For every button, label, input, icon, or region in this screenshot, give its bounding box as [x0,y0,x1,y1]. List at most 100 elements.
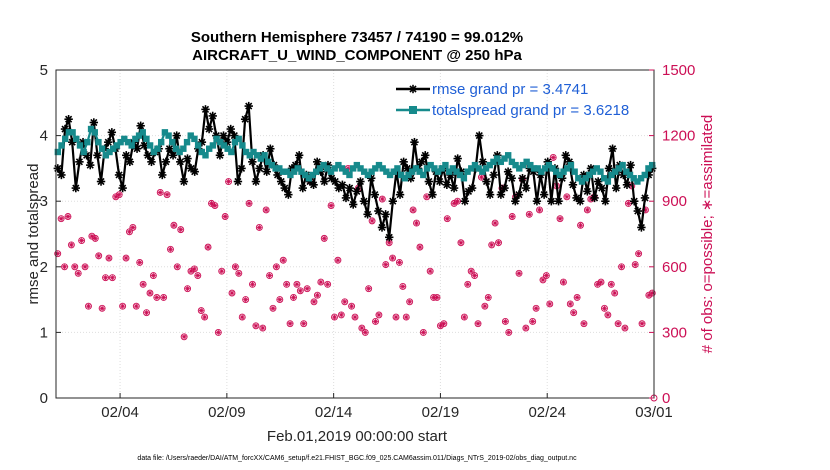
star-stroke [97,177,105,186]
totalspread-marker [158,138,165,146]
obs-assimilated-marker [376,312,382,318]
star-stroke [140,141,148,150]
rmse-marker [284,190,293,199]
star-stroke [612,184,620,192]
obs-assimilated-marker [137,260,143,265]
obs-possible-marker [126,228,133,236]
obs-possible-marker [231,263,239,271]
totalspread-marker [412,165,420,172]
rmse-marker [539,190,549,199]
totalspread-marker [327,168,335,175]
totalspread-marker [597,168,604,175]
rmse-marker [554,197,563,206]
totalspread-marker [357,165,364,172]
obs-assimilated-marker [191,266,197,272]
obs-assimilated-marker [369,218,375,224]
obs-assimilated-marker [571,310,577,316]
totalspread-marker [464,168,471,175]
asterisk-stroke [250,282,255,287]
obs-assimilated-marker [485,295,491,300]
obs-possible-marker [382,261,390,269]
obs-possible-marker [409,206,417,214]
obs-assimilated-marker [195,273,201,278]
rmse-marker [446,170,455,180]
rmse-marker [244,101,253,111]
obs-markers [54,154,658,402]
asterisk-stroke [141,282,146,287]
totalspread-marker [527,161,534,169]
asterisk-stroke [240,315,245,320]
obs-assimilated-marker [390,255,395,261]
obs-assimilated-marker [451,200,457,206]
rmse-marker [68,137,77,147]
totalspread-marker [471,161,479,169]
obs-possible-marker [621,324,629,332]
obs-assimilated-marker [615,321,621,327]
asterisk-stroke [517,271,522,276]
obs-assimilated-marker [383,262,389,268]
obs-assimilated-marker [526,211,532,217]
asterisk-stroke [349,304,354,309]
obs-assimilated-marker [359,325,365,331]
totalspread-marker [279,168,287,175]
obs-assimilated-marker [164,192,170,198]
asterisk-stroke [117,192,122,197]
asterisk-stroke [575,295,580,300]
obs-possible-marker [614,320,622,328]
rmse-marker [442,180,452,189]
obs-assimilated-marker [75,270,81,276]
obs-possible-marker [351,313,359,321]
y2-tick-label: 300 [662,324,687,341]
rmse-marker [356,177,365,186]
star-stroke [515,191,523,199]
asterisk-stroke [178,227,183,232]
star-stroke [57,171,65,179]
obs-assimilated-marker [496,240,501,246]
obs-assimilated-marker [424,194,430,200]
star-stroke [475,132,483,140]
star-stroke [479,158,487,166]
totalspread-marker [172,145,180,152]
totalspread-marker [457,171,464,179]
rmse-marker [583,187,592,196]
obs-assimilated-marker [379,196,385,202]
star-stroke [450,184,458,192]
obs-assimilated-marker [150,273,156,278]
asterisk-stroke [110,275,115,280]
totalspread-marker [571,168,578,175]
totalspread-marker [231,138,239,146]
asterisk-stroke [400,284,405,289]
totalspread-marker [84,138,91,146]
obs-possible-marker [102,274,109,282]
totalspread-marker [335,161,342,169]
totalspread-marker [442,161,449,169]
asterisk-stroke [646,293,651,298]
obs-possible-marker [170,221,178,229]
obs-possible-marker [324,280,332,288]
totalspread-marker [490,158,497,166]
rmse-marker [280,183,289,193]
obs-possible-marker [601,304,608,312]
obs-assimilated-marker [567,301,573,307]
rmse-marker [475,131,484,140]
star-stroke [158,171,166,179]
obs-possible-marker [583,206,591,214]
asterisk-stroke [458,240,463,245]
plot-frame [55,69,655,399]
totalspread-marker [143,135,150,143]
star-stroke [295,151,303,159]
star-stroke [176,158,184,166]
y-tick-label: 4 [40,128,48,145]
rmse-marker [71,183,81,193]
totalspread-marker [165,132,172,139]
obs-possible-marker [331,313,338,321]
star-stroke [522,184,530,192]
rmse-marker [395,190,405,199]
obs-possible-marker [177,226,185,234]
obs-possible-marker [194,272,202,279]
totalspread-marker [615,165,623,172]
asterisk-stroke [353,315,357,320]
obs-possible-marker [505,328,513,336]
rmse-marker [460,197,470,206]
